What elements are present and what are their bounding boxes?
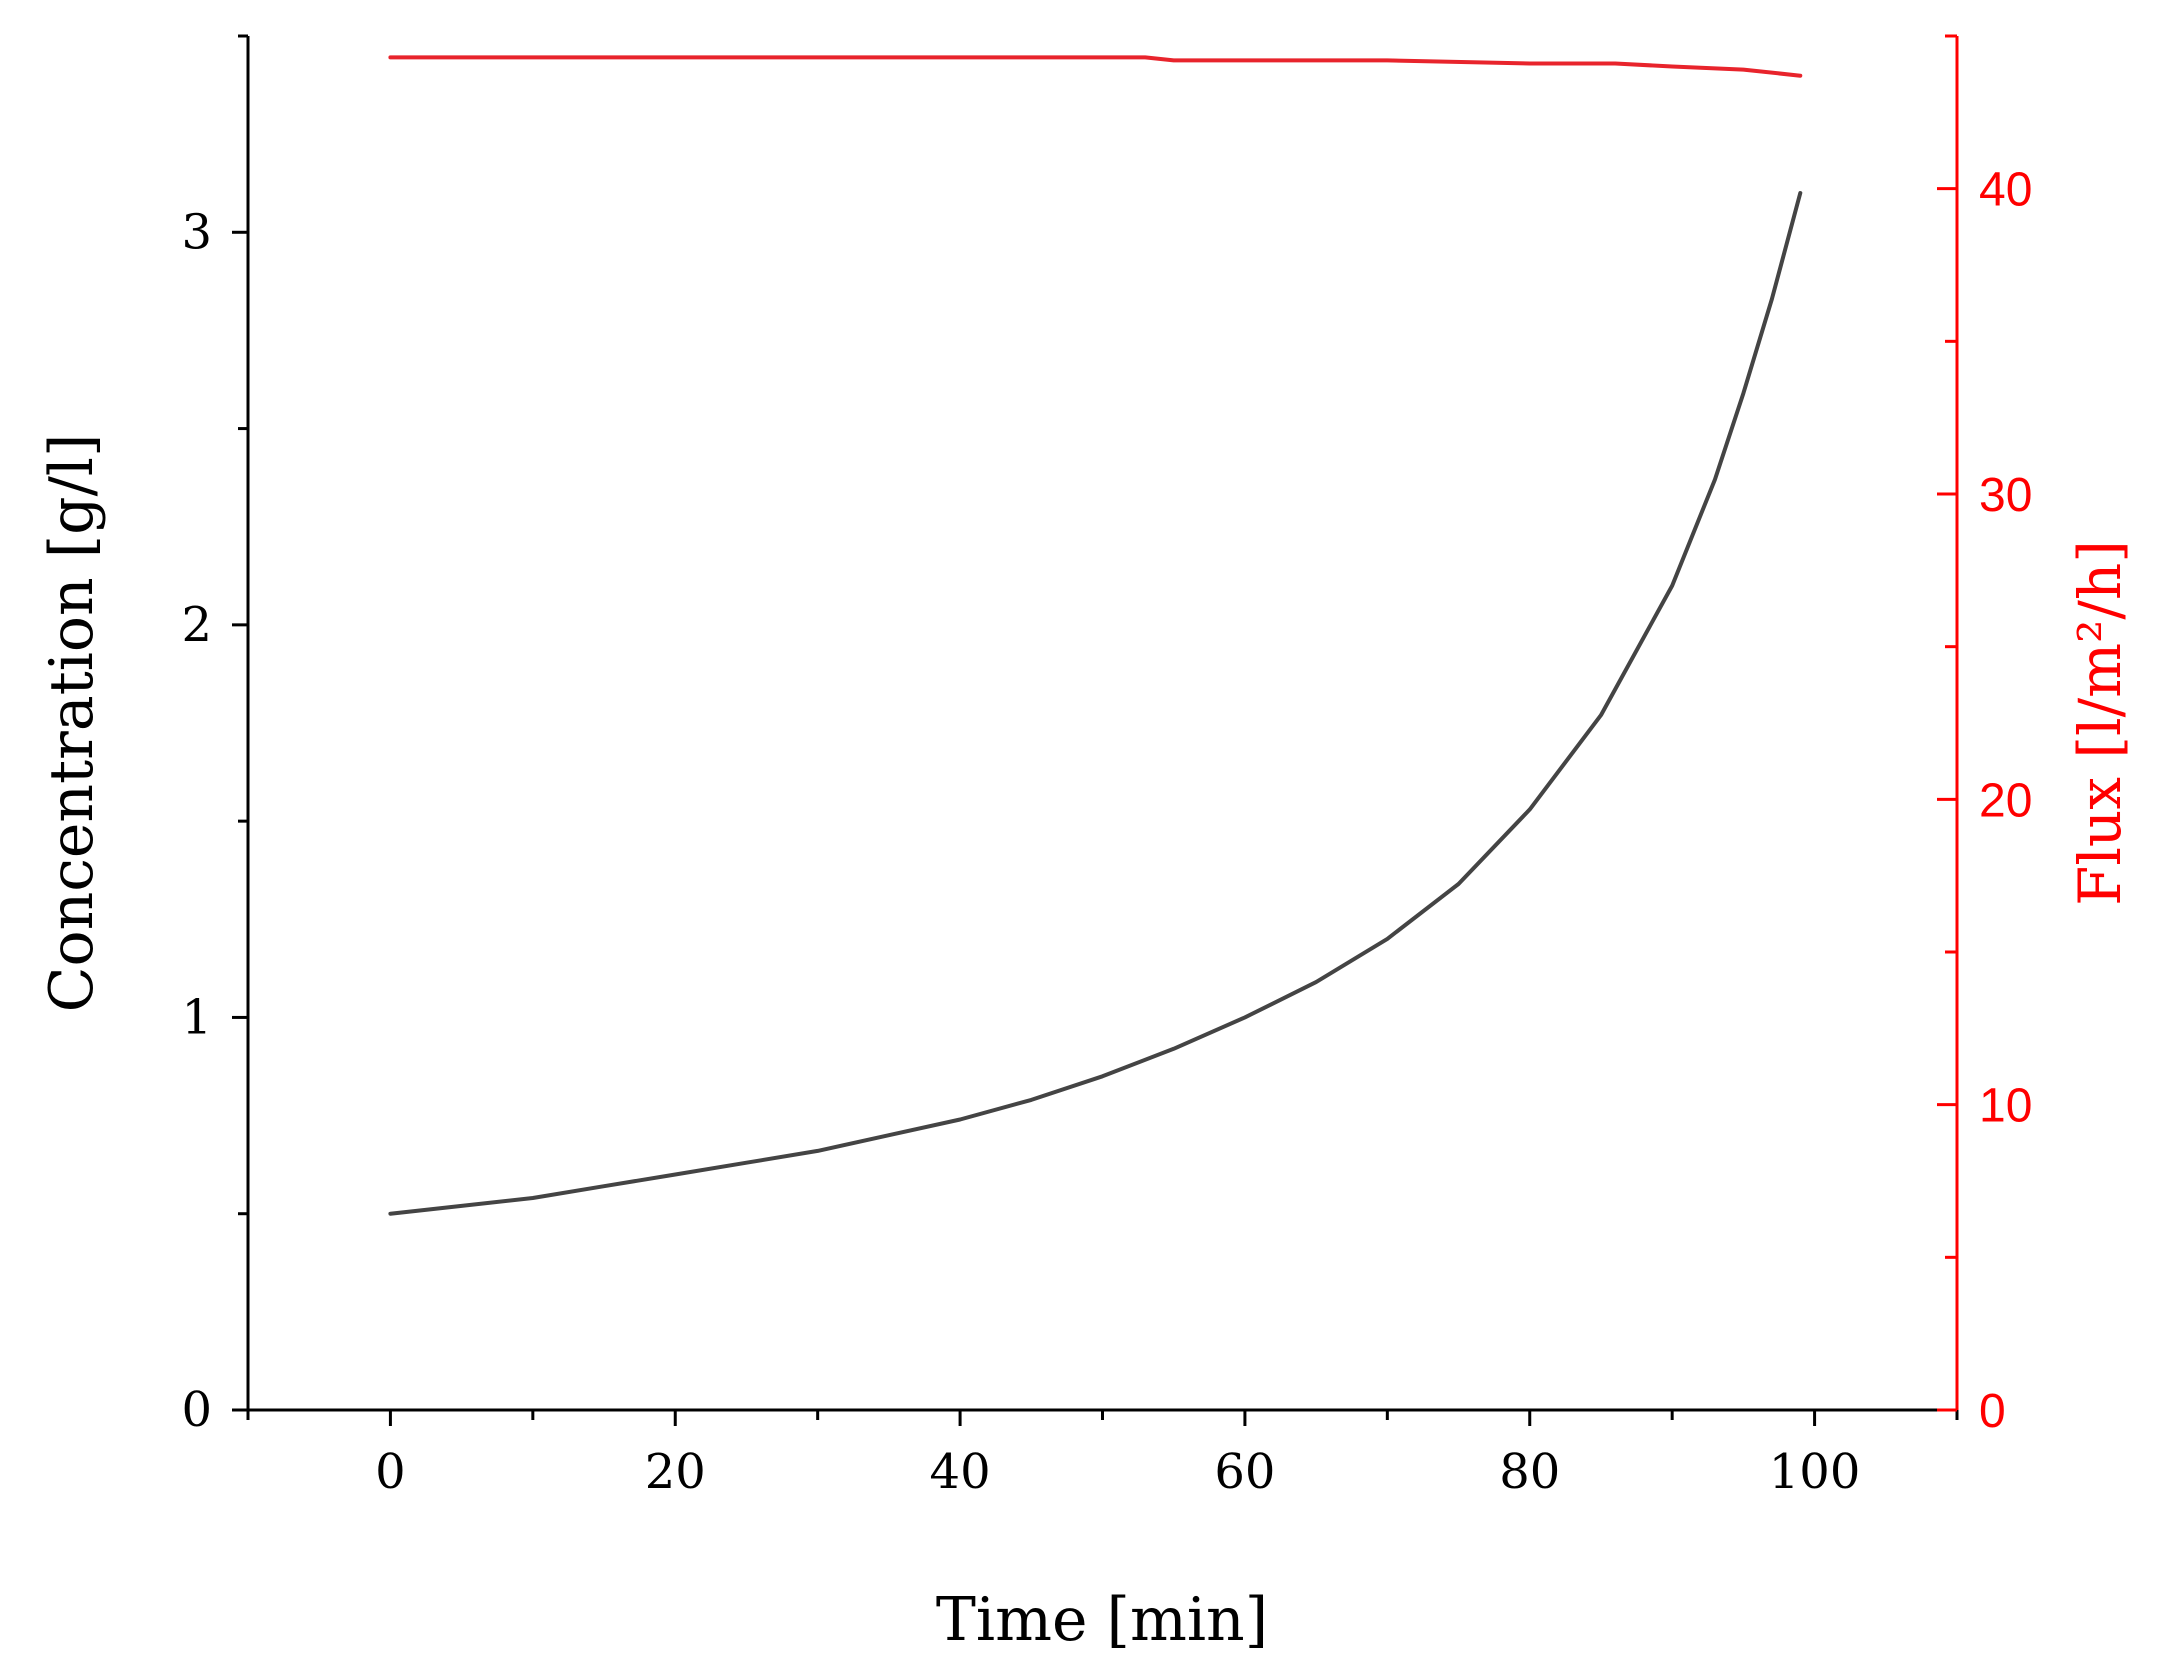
y2-tick-label: 30 (1979, 469, 2032, 522)
x-tick-label: 20 (645, 1444, 706, 1500)
x-tick-label: 80 (1499, 1444, 1560, 1500)
y-tick-label: 2 (181, 597, 212, 653)
y2-tick-label: 10 (1979, 1080, 2032, 1133)
x-tick-label: 60 (1214, 1444, 1275, 1500)
x-tick-label: 0 (375, 1444, 406, 1500)
flux-series-line (388, 55, 1803, 78)
x-tick-label: 40 (930, 1444, 991, 1500)
y-tick-label: 3 (181, 204, 212, 260)
series-layer (388, 55, 1803, 1216)
x-tick-label: 100 (1769, 1444, 1861, 1500)
x-axis-title: Time [min] (936, 1585, 1268, 1655)
concentration-series-line (388, 191, 1803, 1216)
y2-axis-title: Flux [l/m²/h] (2066, 540, 2134, 906)
y-axis-title: Concentration [g/l] (37, 434, 107, 1013)
y2-tick-label: 40 (1979, 164, 2032, 217)
y2-tick-label: 20 (1979, 774, 2032, 827)
y-tick-label: 0 (181, 1382, 212, 1438)
y2-tick-label: 0 (1979, 1385, 2006, 1438)
y-tick-label: 1 (181, 989, 212, 1045)
axes (246, 36, 1959, 1412)
